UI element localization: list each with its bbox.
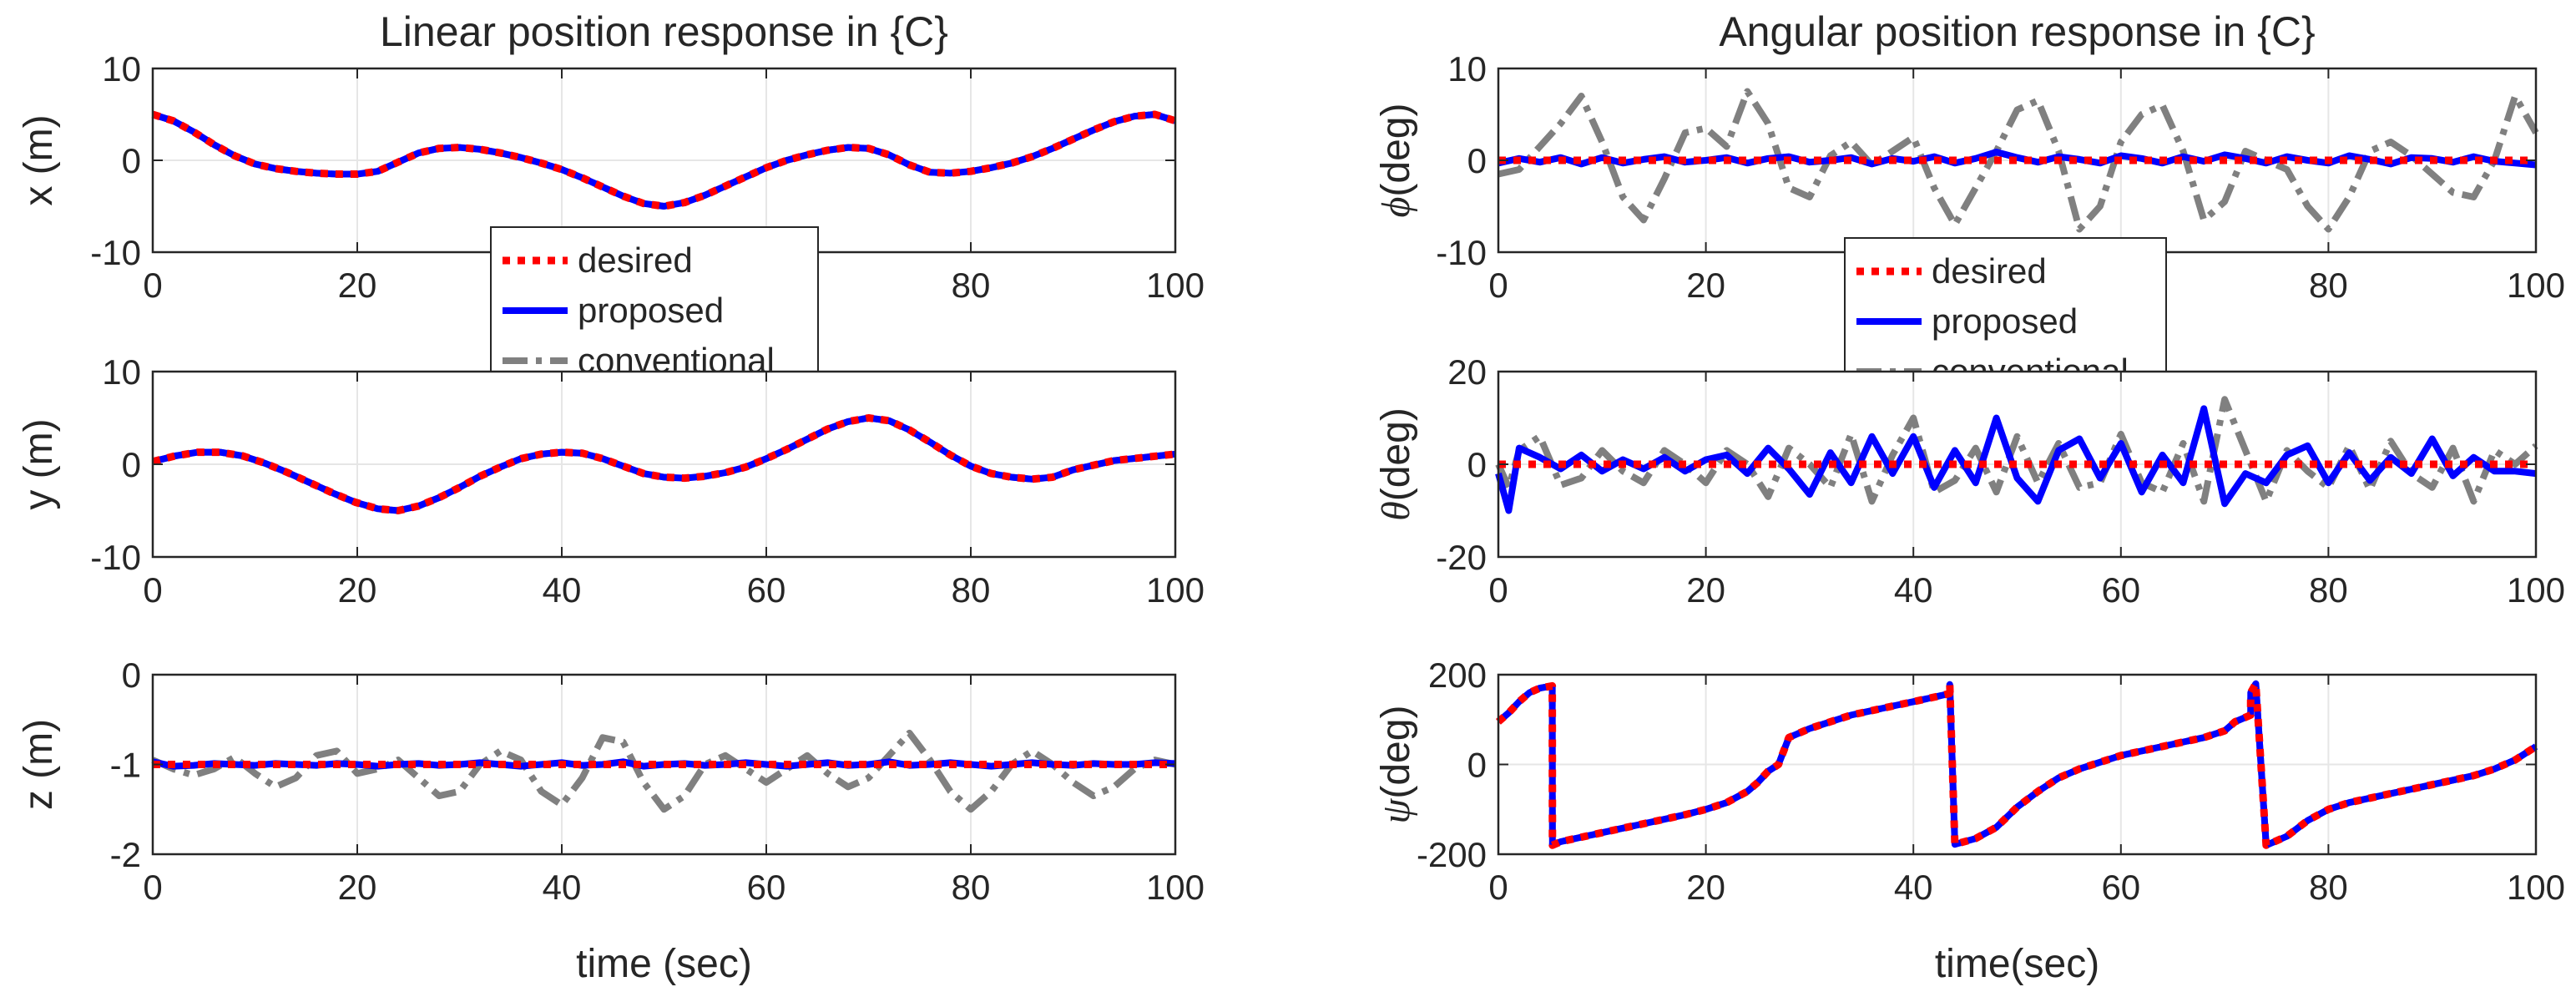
x-tick-label: 20 (338, 266, 377, 305)
x-tick-label: 20 (338, 570, 377, 610)
y-tick-label: 0 (1467, 445, 1487, 484)
x-tick-label: 0 (143, 570, 162, 610)
series-line-proposed (1498, 149, 2537, 169)
x-tick-label: 100 (1146, 570, 1205, 610)
y-axis-label: y (m) (17, 418, 61, 509)
y-tick-label: 0 (122, 141, 141, 180)
series-line-desired (151, 110, 1177, 210)
x-tick-label: 60 (747, 570, 786, 610)
legend-label-proposed: proposed (1932, 301, 2078, 341)
y-axis-label: z (m) (17, 719, 61, 810)
y-tick-label: -10 (90, 538, 141, 577)
x-tick-label: 100 (2507, 570, 2565, 610)
y-axis-label: x (m) (17, 114, 61, 205)
y-tick-label: 200 (1428, 655, 1487, 695)
x-tick-label: 20 (1686, 570, 1725, 610)
x-tick-label: 40 (543, 868, 582, 907)
x-tick-label: 80 (952, 266, 991, 305)
x-tick-label: 20 (1686, 266, 1725, 305)
chart-title: Angular position response in {C} (1719, 8, 2315, 55)
x-tick-label: 20 (1686, 868, 1725, 907)
x-tick-label: 60 (2101, 570, 2140, 610)
x-tick-label: 100 (1146, 868, 1205, 907)
x-tick-label: 100 (2507, 266, 2565, 305)
x-tick-label: 100 (1146, 266, 1205, 305)
chart-z: 0 20 40 60 80 100 -2 -1 0 z (m) time (sec) (17, 655, 1205, 986)
y-tick-label: -10 (1436, 233, 1487, 272)
x-tick-label: 0 (143, 868, 162, 907)
y-axis-label: ψ(deg) (1374, 706, 1418, 824)
y-tick-label: -1 (110, 746, 141, 785)
x-tick-label: 40 (543, 570, 582, 610)
y-tick-label: 10 (102, 49, 141, 89)
series-line-conventional (1498, 88, 2539, 233)
x-tick-label: 60 (747, 868, 786, 907)
y-tick-label: 0 (1467, 141, 1487, 180)
legend-label-desired: desired (1932, 251, 2047, 291)
x-tick-label: 0 (1488, 266, 1508, 305)
x-tick-label: 80 (952, 868, 991, 907)
x-tick-label: 80 (2309, 868, 2348, 907)
x-tick-label: 40 (1894, 868, 1933, 907)
y-tick-label: -20 (1436, 538, 1487, 577)
x-tick-label: 20 (338, 868, 377, 907)
y-tick-label: 0 (122, 445, 141, 484)
y-axis-label: θ(deg) (1374, 407, 1418, 521)
y-tick-label: -2 (110, 835, 141, 874)
chart-title: Linear position response in {C} (380, 8, 948, 55)
series-line-desired (151, 414, 1176, 514)
x-axis-label: time(sec) (1935, 942, 2099, 986)
y-tick-label: -200 (1417, 835, 1487, 874)
y-tick-label: 10 (102, 352, 141, 392)
y-tick-label: 0 (1467, 746, 1487, 785)
x-tick-label: 0 (1488, 570, 1508, 610)
legend-label-desired: desired (578, 240, 693, 280)
x-tick-label: 100 (2507, 868, 2565, 907)
legend-box (490, 226, 819, 392)
y-tick-label: 10 (1447, 49, 1487, 89)
y-axis-label: ϕ(deg) (1374, 104, 1418, 218)
x-tick-label: 40 (1894, 570, 1933, 610)
x-tick-label: 60 (2101, 868, 2140, 907)
y-tick-label: -10 (90, 233, 141, 272)
y-tick-label: 0 (122, 655, 141, 695)
series-line-desired (1496, 680, 2538, 849)
x-axis-label: time (sec) (576, 942, 752, 986)
series-line-conventional (151, 729, 1176, 813)
x-tick-label: 0 (143, 266, 162, 305)
x-tick-label: 0 (1488, 868, 1508, 907)
y-tick-label: 20 (1447, 352, 1487, 392)
x-tick-label: 80 (952, 570, 991, 610)
legend-label-proposed: proposed (578, 291, 724, 330)
x-tick-label: 80 (2309, 570, 2348, 610)
x-tick-label: 80 (2309, 266, 2348, 305)
